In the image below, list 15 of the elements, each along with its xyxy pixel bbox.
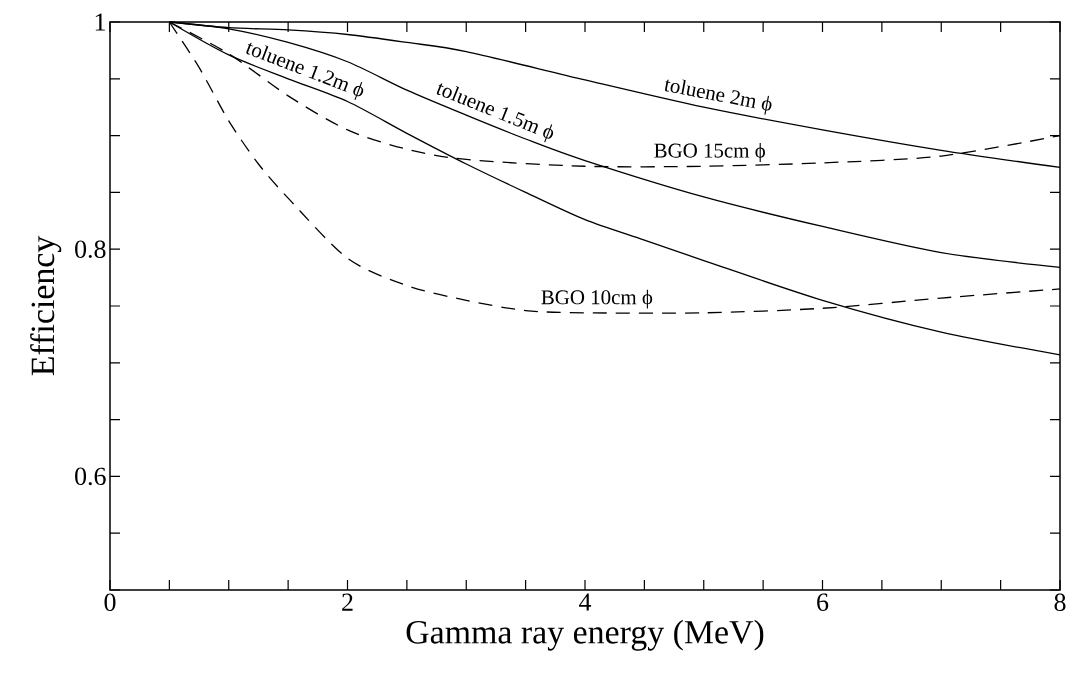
text: toluene 2m ϕ — [665, 79, 772, 115]
x-tick-label: 4 — [579, 593, 592, 611]
series-label: BGO 15cm ϕ — [654, 142, 765, 162]
y-tick-label: 1 — [95, 13, 105, 31]
x-tick-label: 2 — [342, 593, 353, 611]
y-axis-title: Efficiency — [30, 235, 62, 376]
x-axis-title: Gamma ray energy (MeV) — [406, 619, 764, 651]
y-tick-label: 0.8 — [75, 240, 106, 258]
x-tick-label: 0 — [104, 593, 116, 611]
x-tick-label: 6 — [817, 593, 829, 611]
text: toluene 1.5m ϕ — [436, 83, 554, 143]
x-tick-label: 8 — [1054, 593, 1066, 611]
legend-label: toluene 1.2m ϕ — [246, 42, 364, 101]
series-label: BGO 10cm ϕ — [541, 289, 653, 309]
y-tick-label: 0.6 — [75, 467, 106, 486]
